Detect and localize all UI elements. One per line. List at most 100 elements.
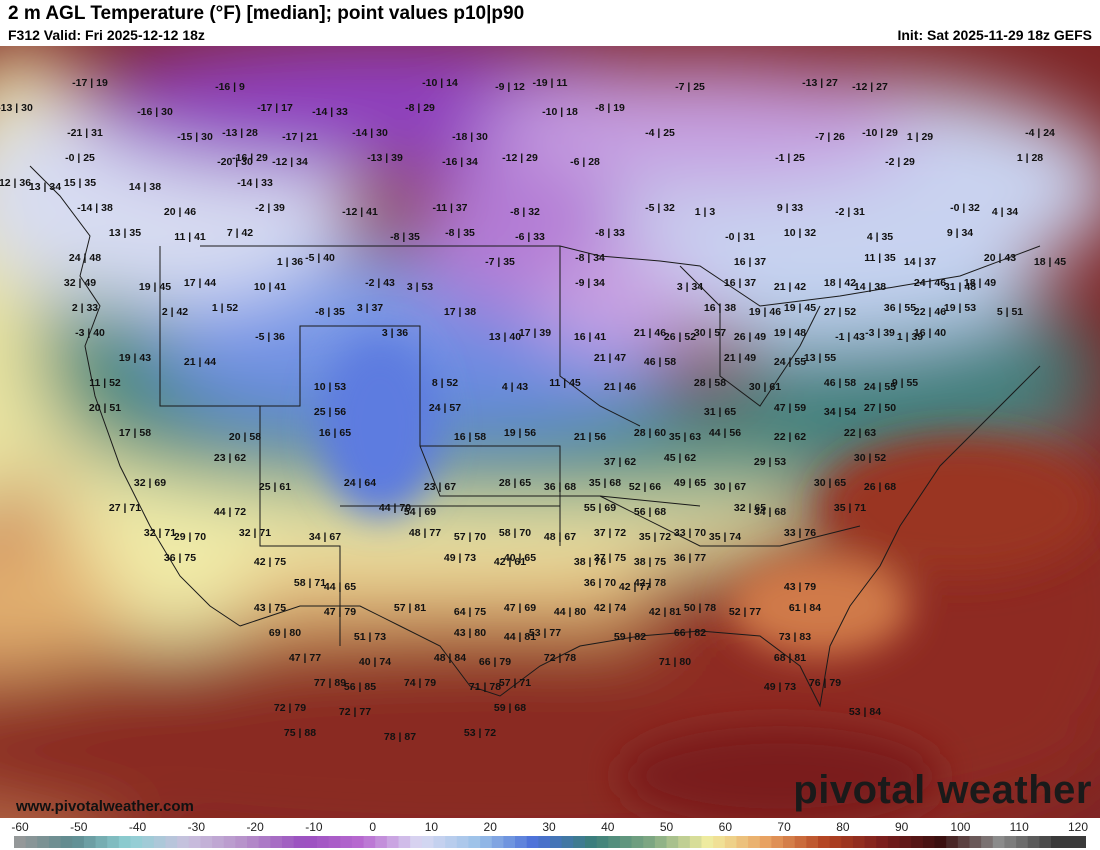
colorbar-swatch <box>363 836 376 848</box>
point-value: -14 | 33 <box>312 106 348 118</box>
point-value: 11 | 52 <box>89 377 121 389</box>
colorbar-tick-label: 110 <box>1009 820 1029 834</box>
point-value: 36 | 70 <box>584 577 616 589</box>
init-time: Init: Sat 2025-11-29 18z GEFS <box>897 27 1092 43</box>
point-value: 23 | 62 <box>214 452 246 464</box>
point-value: 1 | 28 <box>1017 152 1043 164</box>
point-value: 14 | 38 <box>854 281 886 293</box>
point-value: 35 | 72 <box>639 531 671 543</box>
point-value: 16 | 37 <box>734 256 766 268</box>
point-value: 35 | 63 <box>669 431 701 443</box>
point-value: 20 | 46 <box>164 206 196 218</box>
point-value: 26 | 49 <box>734 331 766 343</box>
point-value: 24 | 64 <box>344 477 376 489</box>
colorbar-tick-label: 120 <box>1067 820 1089 834</box>
colorbar-swatch <box>1027 836 1040 848</box>
colorbar-swatch <box>503 836 516 848</box>
point-value: -2 | 39 <box>255 202 285 214</box>
point-value: 18 | 49 <box>964 277 996 289</box>
colorbar-swatch <box>852 836 866 848</box>
colorbar-swatch <box>410 836 423 848</box>
point-value: 16 | 38 <box>704 302 736 314</box>
point-value: -9 | 12 <box>495 81 525 93</box>
point-value: 43 | 80 <box>454 627 486 639</box>
point-value: 1 | 29 <box>907 131 933 143</box>
colorbar-tick-label: -50 <box>70 820 88 834</box>
point-value: 22 | 63 <box>844 427 876 439</box>
point-value: 21 | 56 <box>574 431 606 443</box>
point-value: 9 | 34 <box>947 227 973 239</box>
colorbar-swatch <box>957 836 971 848</box>
colorbar-swatch <box>25 836 38 848</box>
colorbar-swatch <box>386 836 400 848</box>
colorbar-swatch <box>340 836 353 848</box>
colorbar-swatch <box>445 836 458 848</box>
point-value: -14 | 30 <box>352 127 388 139</box>
point-value: -13 | 28 <box>222 127 258 139</box>
colorbar-swatch <box>282 836 295 848</box>
colorbar-tick-label: 80 <box>836 820 850 834</box>
point-value: 19 | 56 <box>504 427 536 439</box>
point-value: 75 | 88 <box>284 727 316 739</box>
colorbar-ticks: -60 -50 -40 -30 -20 -10 0 10 20 30 40 50 60 70 80 90 100… <box>0 818 1100 834</box>
point-value: 78 | 87 <box>384 731 416 743</box>
colorbar-swatch <box>783 836 796 848</box>
point-value: 26 | 68 <box>864 481 896 493</box>
point-value: 9 | 55 <box>892 377 918 389</box>
point-value: 8 | 52 <box>432 377 458 389</box>
point-value: 57 | 70 <box>454 531 486 543</box>
colorbar-swatch <box>177 836 190 848</box>
colorbar-swatch <box>1051 836 1064 848</box>
point-value: 44 | 65 <box>324 581 356 593</box>
colorbar-swatch <box>212 836 225 848</box>
point-value: 58 | 71 <box>294 577 326 589</box>
point-value: 29 | 70 <box>174 531 206 543</box>
point-value: 3 | 53 <box>407 281 433 293</box>
point-value: 21 | 42 <box>774 281 806 293</box>
point-value: 33 | 76 <box>784 527 816 539</box>
colorbar-tick-label: 40 <box>601 820 615 834</box>
colorbar-swatch <box>1062 836 1075 848</box>
point-value: 2 | 42 <box>162 306 188 318</box>
colorbar-swatch <box>235 836 248 848</box>
point-value: 53 | 84 <box>849 706 881 718</box>
temperature-map[interactable]: -17 | 19 -16 | 9 -10 | 14 -9 | 12 -19 | 11 -7… <box>0 46 1100 818</box>
point-value: 44 | 72 <box>214 506 246 518</box>
colorbar-swatch <box>305 836 318 848</box>
point-value: 2 | 33 <box>72 302 98 314</box>
colorbar-swatch <box>316 836 330 848</box>
point-value: 64 | 75 <box>454 606 486 618</box>
point-value: 33 | 70 <box>674 527 706 539</box>
point-value: 40 | 74 <box>359 656 391 668</box>
point-value: 46 | 58 <box>824 377 856 389</box>
point-value: -14 | 38 <box>77 202 113 214</box>
point-value: 13 | 34 <box>29 181 61 193</box>
colorbar-swatch <box>247 836 260 848</box>
point-value: 13 | 35 <box>109 227 141 239</box>
point-value: 30 | 65 <box>814 477 846 489</box>
brand-logo: pivotal weather <box>793 768 1092 812</box>
point-value: 14 | 38 <box>129 181 161 193</box>
point-value: 32 | 71 <box>144 527 176 539</box>
point-value: 26 | 52 <box>664 331 696 343</box>
point-value: -7 | 26 <box>815 131 845 143</box>
point-value: 7 | 42 <box>227 227 253 239</box>
point-value: 32 | 65 <box>734 502 766 514</box>
colorbar-tick-label: -60 <box>11 820 29 834</box>
point-value: -14 | 33 <box>237 177 273 189</box>
point-value: -15 | 30 <box>177 131 213 143</box>
point-value: 20 | 43 <box>984 252 1016 264</box>
point-value: -5 | 32 <box>645 202 675 214</box>
point-value: -2 | 43 <box>365 277 395 289</box>
colorbar-swatch <box>631 836 644 848</box>
point-value: -10 | 14 <box>422 77 458 89</box>
point-value: 46 | 58 <box>644 356 676 368</box>
colorbar-swatch <box>561 836 574 848</box>
point-value: -17 | 19 <box>72 77 108 89</box>
point-value: -16 | 34 <box>442 156 478 168</box>
point-value: 69 | 80 <box>269 627 301 639</box>
colorbar-tick-label: 90 <box>894 820 909 834</box>
map-canvas[interactable]: -17 | 19 -16 | 9 -10 | 14 -9 | 12 -19 | 11 -7… <box>0 46 1100 818</box>
point-value: -1 | 25 <box>775 152 805 164</box>
colorbar-swatch <box>748 836 761 848</box>
